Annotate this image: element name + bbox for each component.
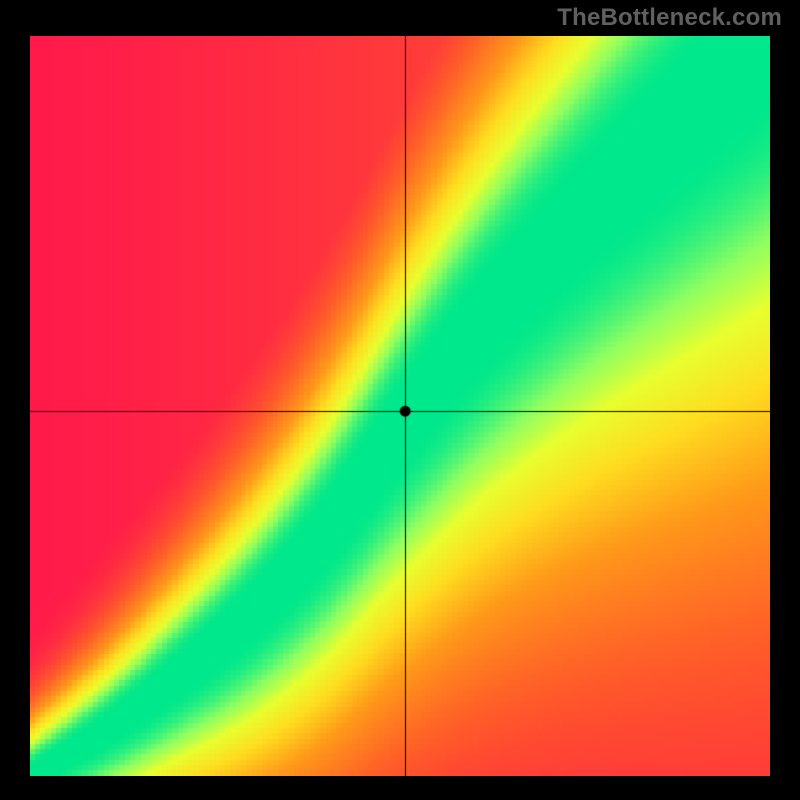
chart-frame: TheBottleneck.com: [0, 0, 800, 800]
heatmap-canvas: [30, 36, 770, 776]
watermark-text: TheBottleneck.com: [557, 4, 782, 32]
heatmap-plot: [30, 36, 770, 776]
